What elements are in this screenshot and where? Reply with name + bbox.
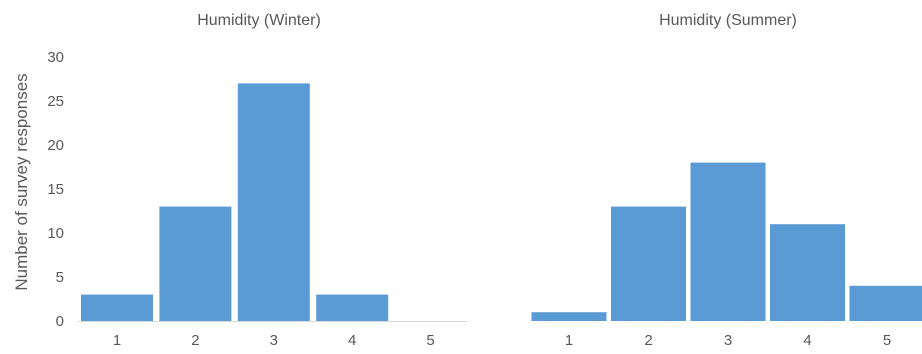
chart-title-summer: Humidity (Summer): [659, 12, 797, 29]
x-tick-label-winter: 3: [270, 332, 278, 349]
y-tick-labels: 0 5 10 15 20 25 30: [47, 49, 64, 330]
x-tick-label-summer: 4: [803, 332, 811, 349]
bars-summer: [532, 163, 922, 321]
chart-title-winter: Humidity (Winter): [197, 12, 321, 29]
y-tick-label: 20: [47, 137, 64, 154]
y-tick-label: 25: [47, 93, 64, 110]
bar-winter-2: [159, 207, 231, 321]
x-tick-labels-summer: 1 2 3 4 5: [565, 332, 891, 349]
bar-summer-2: [611, 207, 686, 321]
x-tick-label-winter: 1: [113, 332, 121, 349]
y-tick-label: 15: [47, 181, 64, 198]
bar-summer-4: [770, 224, 845, 321]
chart-winter: Humidity (Winter) 0 5 10 15 20 25 30 1 2 3 4 5: [47, 12, 467, 349]
y-tick-label: 10: [47, 225, 64, 242]
bar-summer-3: [691, 163, 766, 321]
x-tick-label-winter: 2: [191, 332, 199, 349]
x-tick-label-summer: 5: [883, 332, 891, 349]
bar-summer-1: [532, 312, 607, 321]
x-tick-label-summer: 3: [724, 332, 732, 349]
x-tick-label-winter: 5: [426, 332, 434, 349]
y-tick-label: 0: [56, 313, 64, 330]
x-tick-label-summer: 2: [644, 332, 652, 349]
y-tick-label: 5: [56, 269, 64, 286]
bar-winter-1: [81, 295, 153, 321]
bar-winter-4: [316, 295, 388, 321]
y-tick-label: 30: [47, 49, 64, 66]
bar-summer-5: [850, 286, 922, 321]
chart-summer: Humidity (Summer) 1 2 3 4 5: [530, 12, 922, 349]
bars-winter: [81, 83, 388, 321]
x-tick-labels-winter: 1 2 3 4 5: [113, 332, 435, 349]
bar-winter-3: [238, 83, 310, 321]
y-axis-title: Number of survey responses: [12, 73, 31, 290]
x-tick-label-winter: 4: [348, 332, 356, 349]
x-tick-label-summer: 1: [565, 332, 573, 349]
